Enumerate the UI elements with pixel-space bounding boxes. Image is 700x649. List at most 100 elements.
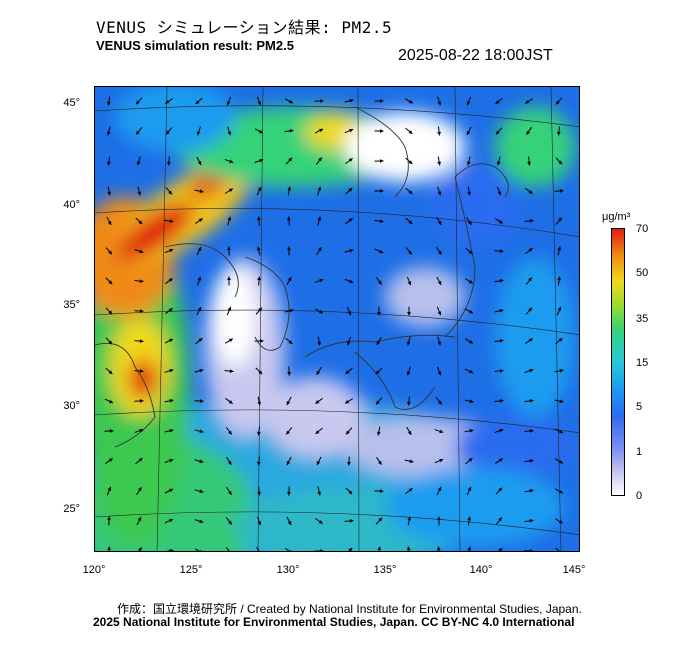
wind-arrow-head — [348, 218, 353, 222]
wind-arrow-head — [529, 428, 534, 433]
wind-arrow-head — [497, 191, 502, 196]
wind-arrow-head — [558, 459, 563, 464]
wind-arrow-head — [166, 130, 170, 135]
wind-arrow-head — [256, 431, 261, 436]
wind-arrow-head — [529, 549, 533, 551]
wind-arrow-head — [228, 338, 233, 343]
colorbar-tick-1: 1 — [636, 446, 643, 458]
wind-arrow-head — [437, 487, 442, 492]
license-line: 2025 National Institute for Environmenta… — [93, 615, 575, 629]
wind-arrow-head — [136, 130, 140, 135]
wind-arrow-head — [316, 370, 321, 375]
wind-arrow-head — [377, 546, 382, 551]
wind-arrow-head — [107, 486, 112, 491]
wind-arrow-head — [139, 399, 144, 403]
wind-arrow-head — [318, 520, 323, 524]
wind-arrow-head — [289, 308, 294, 313]
wind-arrow-head — [347, 461, 351, 466]
wind-arrow-head — [289, 128, 294, 133]
wind-arrow-head — [169, 428, 174, 433]
wind-arrow-head — [498, 458, 503, 463]
lat-label-25: 25° — [63, 503, 80, 515]
wind-arrow-head — [348, 187, 353, 192]
wind-arrow-head — [437, 250, 442, 255]
wind-arrow-head — [108, 250, 112, 255]
lat-label-45: 45° — [63, 97, 80, 109]
wind-arrow-head — [228, 520, 232, 525]
wind-arrow — [285, 547, 290, 551]
lon-label-130: 130° — [276, 564, 300, 576]
wind-arrow-head — [557, 246, 562, 251]
lon-label-135: 135° — [373, 564, 397, 576]
wind-arrow-head — [467, 220, 472, 225]
pm25-map — [94, 86, 580, 552]
lon-label-120: 120° — [82, 564, 106, 576]
wind-arrow-head — [139, 309, 144, 313]
wind-arrow-head — [346, 430, 350, 435]
wind-arrow-head — [345, 370, 350, 374]
colorbar-tick-0: 0 — [636, 490, 643, 502]
wind-arrow-head — [197, 160, 202, 165]
wind-arrow-head — [406, 546, 411, 551]
wind-arrow-head — [227, 306, 232, 311]
wind-arrow-head — [437, 101, 442, 106]
lat-label-40: 40° — [63, 199, 80, 211]
wind-arrow-head — [375, 370, 380, 375]
wind-arrow-head — [257, 101, 262, 106]
wind-arrow-head — [558, 160, 563, 165]
wind-arrow-head — [499, 368, 504, 373]
wind-arrow — [256, 546, 260, 551]
wind-arrow-head — [528, 338, 533, 343]
colorbar-tick-35: 35 — [636, 313, 649, 325]
wind-arrow-head — [467, 546, 472, 551]
colorbar-tick-70: 70 — [636, 223, 649, 235]
wind-arrow-head — [138, 547, 142, 551]
wind-arrow-head — [559, 189, 564, 193]
wind-arrow-head — [228, 400, 233, 404]
wind-arrow-head — [197, 307, 202, 312]
wind-arrow-head — [408, 130, 413, 134]
wind-arrow-head — [259, 339, 264, 343]
wind-arrow-head — [317, 491, 322, 496]
wind-arrow-head — [468, 339, 473, 344]
wind-arrow-head — [529, 368, 534, 373]
wind-arrow-head — [438, 400, 442, 405]
wind-arrow-head — [557, 306, 562, 311]
wind-arrow — [524, 550, 534, 551]
wind-arrow-head — [139, 249, 144, 254]
wind-arrow-head — [168, 278, 173, 282]
wind-arrow — [225, 547, 230, 551]
wind-arrow-head — [227, 131, 232, 136]
wind-arrow-head — [287, 371, 291, 376]
wind-arrow-head — [257, 186, 262, 191]
wind-arrow-head — [136, 161, 141, 166]
wind-arrow-head — [227, 246, 231, 251]
coastlines — [95, 106, 509, 448]
wind-arrow-head — [168, 338, 173, 343]
wind-arrow-head — [498, 219, 503, 224]
wind-arrow-head — [139, 279, 144, 284]
wind-arrow-head — [287, 186, 292, 191]
wind-arrow-head — [437, 191, 442, 196]
wind-arrow-head — [198, 218, 203, 223]
colorbar — [611, 228, 625, 496]
wind-arrow-head — [199, 399, 204, 403]
wind-arrow-head — [348, 158, 353, 162]
wind-arrow-head — [437, 516, 441, 521]
wind-arrow-head — [317, 341, 322, 346]
wind-arrow-head — [317, 186, 322, 191]
wind-arrow-head — [466, 131, 471, 136]
wind-arrow-head — [139, 339, 144, 343]
wind-arrow-head — [499, 249, 504, 253]
wind-arrow-head — [526, 130, 531, 135]
wind-arrow-head — [378, 517, 383, 522]
wind-arrow-head — [528, 248, 533, 252]
title-japanese: VENUS シミュレーション結果: PM2.5 — [96, 18, 393, 37]
wind-arrow-head — [349, 248, 354, 253]
wind-arrow-head — [257, 521, 262, 526]
wind-arrow-head — [558, 338, 563, 342]
wind-arrow-head — [558, 217, 562, 222]
wind-arrow-head — [408, 99, 413, 104]
wind-arrow-head — [319, 99, 324, 103]
wind-arrow-head — [286, 400, 291, 405]
